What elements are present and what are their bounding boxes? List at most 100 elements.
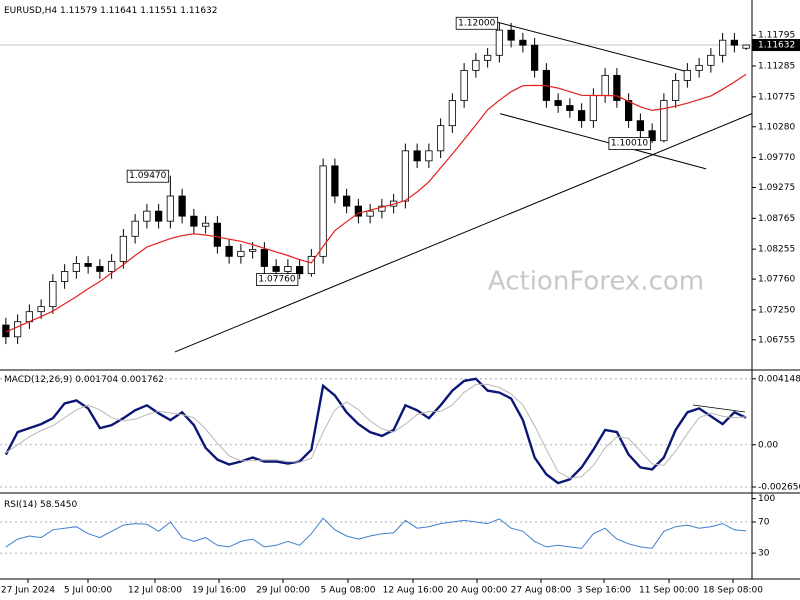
last-low: 1.11551 [140, 6, 177, 16]
y-tick-label: 1.10775 [758, 92, 795, 102]
candle-body [660, 100, 668, 142]
signal-last: 0.001762 [121, 375, 164, 385]
candle-body [636, 120, 645, 132]
candle-body [96, 266, 104, 272]
trendline [174, 113, 753, 353]
candle-body [284, 266, 292, 272]
candle-body [260, 248, 269, 267]
candle-body [671, 79, 680, 101]
annotation-box [608, 137, 651, 150]
candle-body [601, 74, 609, 96]
x-tick-label: 3 Sep 16:00 [577, 586, 632, 596]
candle-body [507, 29, 515, 41]
candle-body [272, 266, 280, 272]
annotation: 1.07760 [256, 273, 299, 286]
candle-body [718, 39, 727, 56]
rsi-title: RSI(14) 58.5450 [4, 500, 77, 510]
candle-body [730, 39, 739, 46]
candle-body [119, 235, 128, 262]
candle-body [178, 195, 186, 217]
y-tick-label: 1.09770 [758, 153, 795, 163]
candle-body [554, 100, 562, 106]
candle-body [84, 263, 92, 267]
candle-body [436, 125, 445, 152]
y-tick-label: 1.08255 [758, 245, 795, 255]
rsi-name: RSI(14) [4, 500, 37, 510]
candle-body [566, 105, 574, 111]
annotation: 1.12000 [455, 16, 499, 30]
candle-body [624, 100, 633, 122]
annotation-box [126, 169, 170, 183]
y-tick-label: 0.00 [758, 440, 778, 450]
candle-body [589, 95, 598, 122]
last-price-label: 1.11632 [758, 41, 795, 51]
x-tick-label: 27 Jun 2024 [1, 586, 55, 596]
candle-body [495, 29, 504, 56]
candle-body [37, 306, 45, 313]
candle-body [201, 222, 210, 227]
y-tick-label: 1.11285 [758, 62, 795, 72]
symbol: EURUSD,H4 [4, 6, 57, 16]
series-line [4, 377, 747, 485]
annotation: 1.10010 [608, 137, 651, 150]
annotation-box [256, 273, 299, 286]
candle-body [49, 281, 57, 308]
candle-body [530, 44, 539, 71]
candle-body [166, 195, 175, 222]
y-tick-label: 1.08765 [758, 214, 795, 224]
candle-body [448, 100, 457, 127]
x-tick-label: 20 Aug 00:00 [447, 586, 508, 596]
annotation-label: 1.09470 [129, 171, 166, 181]
last-price-box [752, 39, 800, 52]
candle-body [742, 44, 750, 49]
candle-body [354, 205, 363, 217]
macd-trendline [692, 404, 746, 413]
series-line [5, 517, 747, 549]
macd-last: 0.001704 [75, 375, 118, 385]
x-tick-label: 5 Aug 08:00 [321, 586, 376, 596]
candle-body [613, 74, 621, 101]
candle-body [13, 321, 22, 338]
candle-body [695, 64, 703, 71]
y-tick-label: 1.07760 [758, 275, 795, 285]
candle-body [319, 165, 327, 257]
candle-body [707, 54, 715, 66]
candle-body [366, 210, 374, 217]
candle-body [483, 54, 492, 61]
last-open: 1.11579 [60, 6, 97, 16]
last-close: 1.11632 [180, 6, 217, 16]
y-tick-label: 0.004148 [758, 374, 800, 384]
candle-body [72, 263, 81, 272]
candle-body [460, 69, 468, 101]
candle-body [683, 69, 692, 81]
x-tick-label: 29 Jul 00:00 [256, 586, 310, 596]
y-tick-label: 1.11795 [758, 31, 795, 41]
candle-body [213, 222, 222, 247]
candle-body [519, 39, 527, 46]
watermark: ActionForex.com [488, 267, 704, 297]
annotation-label: 1.12000 [458, 18, 495, 28]
x-tick-label: 5 Jul 00:00 [64, 586, 113, 596]
candle-body [307, 255, 316, 275]
x-tick-label: 18 Sep 08:00 [703, 586, 763, 596]
x-tick-label: 27 Aug 08:00 [511, 586, 572, 596]
chart-title: EURUSD,H4 1.11579 1.11641 1.11551 1.1163… [4, 6, 218, 16]
annotation-box [455, 16, 499, 30]
candle-body [413, 150, 421, 162]
candle-body [143, 210, 151, 222]
candle-body [342, 195, 351, 207]
macd-name: MACD(12,26,9) [4, 375, 72, 385]
y-tick-label: 1.09275 [758, 183, 795, 193]
candle-body [472, 59, 480, 71]
candle-body [295, 266, 304, 275]
candle-body [248, 248, 257, 252]
candle-body [577, 110, 586, 122]
moving-average [5, 73, 747, 333]
rsi-last: 58.5450 [40, 500, 77, 510]
y-tick-label: 30 [758, 549, 770, 559]
y-tick-label: 1.07250 [758, 305, 795, 315]
candle-body [190, 215, 198, 227]
candle-body [401, 150, 410, 202]
